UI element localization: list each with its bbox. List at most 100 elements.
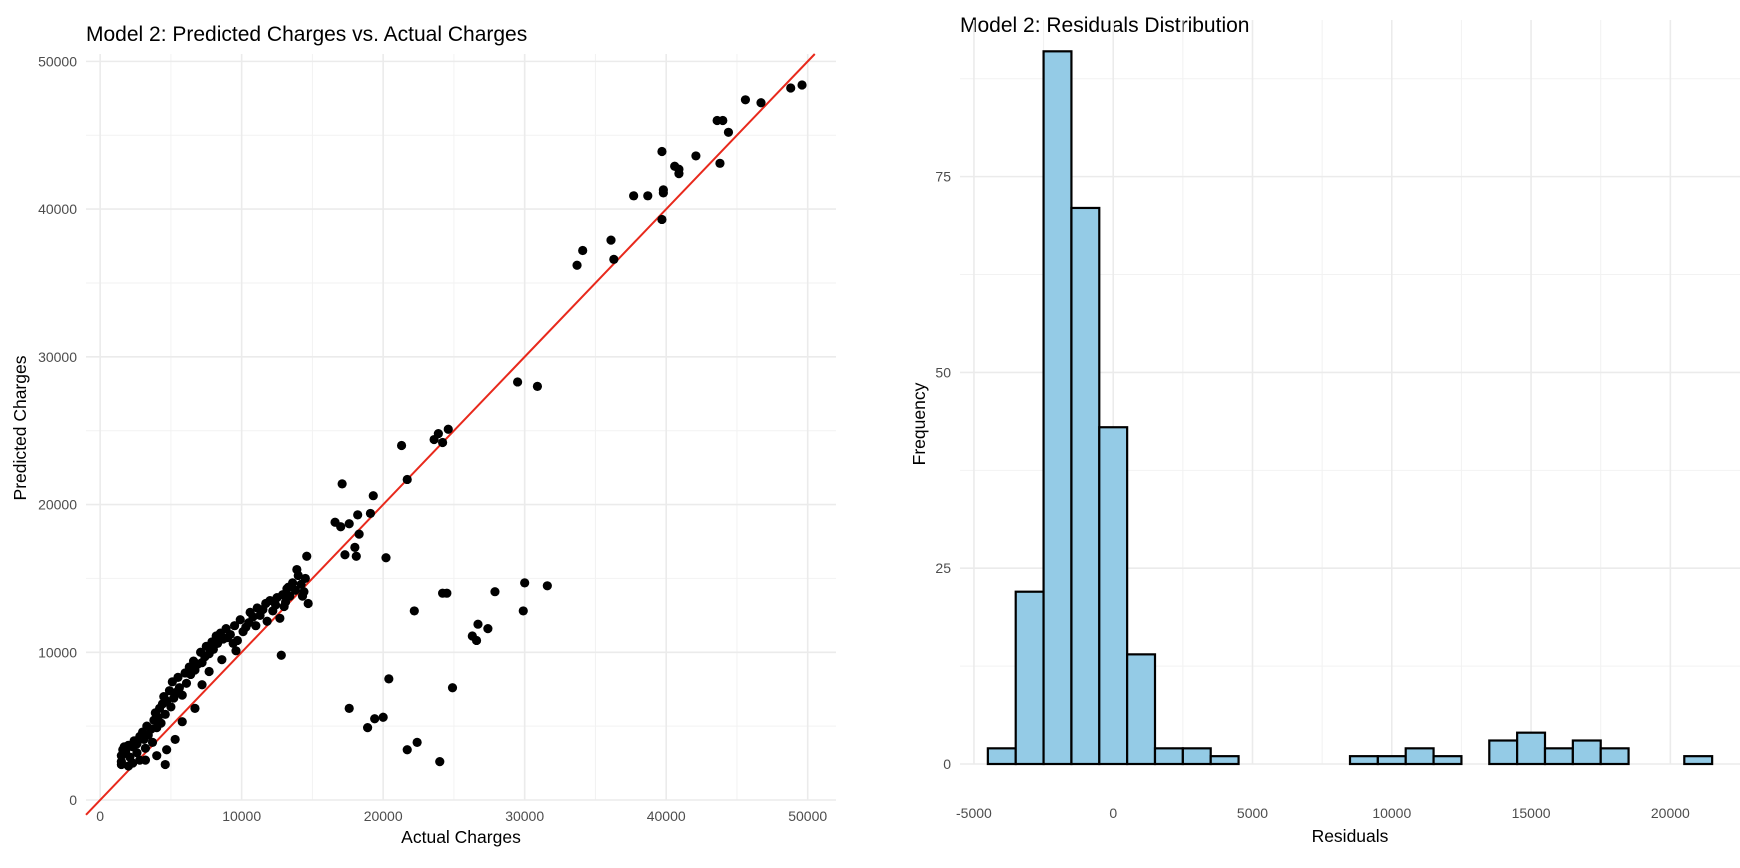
scatter-y-tick-label: 0: [69, 792, 77, 808]
scatter-point: [204, 666, 214, 677]
scatter-point: [162, 745, 172, 755]
scatter-point: [156, 718, 166, 728]
scatter-point: [303, 598, 313, 609]
histogram-bar: [1153, 747, 1184, 766]
scatter-point: [402, 745, 412, 755]
histogram-bar: [1181, 747, 1212, 766]
scatter-point: [363, 723, 373, 733]
scatter-point: [132, 748, 142, 758]
scatter-point: [658, 185, 668, 195]
scatter-point: [447, 683, 458, 693]
scatter-x-tick-label: 10000: [222, 808, 261, 824]
histogram-bar: [1348, 755, 1379, 766]
scatter-point: [532, 381, 543, 391]
histogram-x-tick-label: 0: [1109, 805, 1117, 821]
scatter-point: [190, 703, 200, 714]
scatter-point: [235, 615, 245, 625]
histogram-x-axis-title: Residuals: [1312, 826, 1389, 846]
scatter-y-tick-label: 30000: [38, 349, 77, 365]
histogram-bar: [1404, 747, 1435, 766]
scatter-point: [715, 158, 725, 168]
scatter-point: [128, 758, 138, 768]
histogram-bar: [1683, 755, 1714, 766]
scatter-point: [657, 146, 667, 157]
scatter-point: [197, 680, 207, 690]
scatter-point: [368, 491, 378, 501]
scatter-point: [173, 672, 183, 682]
scatter-point: [248, 612, 258, 622]
scatter-point: [786, 83, 796, 93]
scatter-x-tick-label: 30000: [505, 808, 544, 824]
scatter-reference-line: [85, 53, 816, 816]
scatter-point: [396, 440, 407, 451]
histogram-bar: [1571, 739, 1602, 766]
scatter-point: [279, 601, 289, 612]
scatter-point: [229, 621, 240, 631]
histogram-panel: Model 2: Residuals Distribution -5000 0 50…: [909, 14, 1740, 846]
scatter-point: [262, 616, 272, 626]
scatter-point: [572, 260, 582, 270]
histogram-x-tick-label: 10000: [1372, 805, 1411, 821]
scatter-point: [300, 573, 310, 584]
histogram-bar: [1488, 739, 1519, 766]
scatter-point: [177, 717, 187, 727]
scatter-y-axis-title: Predicted Charges: [10, 355, 30, 500]
scatter-point: [609, 254, 619, 264]
scatter-point: [518, 606, 528, 616]
histogram-x-tick-label: 20000: [1651, 805, 1690, 821]
scatter-point: [442, 588, 452, 598]
scatter-point: [409, 606, 419, 616]
histogram-bar: [1098, 426, 1129, 766]
scatter-point: [181, 678, 192, 688]
scatter-point: [232, 635, 243, 646]
scatter-panel: Model 2: Predicted Charges vs. Actual Ch…: [10, 23, 836, 847]
histogram-y-tick-label: 75: [935, 169, 951, 185]
scatter-y-tick-label: 40000: [38, 201, 77, 217]
scatter-y-tick-labels: 0 10000 20000 30000 40000 50000: [38, 53, 77, 808]
scatter-point: [578, 245, 588, 256]
scatter-point: [443, 424, 453, 434]
scatter-point: [381, 553, 391, 563]
scatter-point: [353, 510, 363, 520]
histogram-bar: [1376, 755, 1407, 766]
scatter-point: [797, 80, 807, 90]
scatter-point: [513, 377, 523, 387]
scatter-point: [140, 755, 151, 765]
scatter-x-tick-label: 50000: [788, 808, 827, 824]
scatter-reference-line-group: [85, 53, 816, 816]
scatter-point: [723, 127, 734, 137]
scatter-y-tick-label: 10000: [38, 644, 77, 660]
scatter-point: [402, 474, 412, 485]
scatter-point: [275, 613, 285, 623]
scatter-points: [116, 80, 807, 771]
scatter-point: [350, 542, 360, 552]
histogram-x-tick-labels: -5000 0 5000 10000 15000 20000: [956, 805, 1690, 821]
scatter-point: [674, 169, 684, 179]
scatter-point: [370, 714, 380, 724]
scatter-point: [756, 98, 766, 108]
scatter-point: [657, 214, 667, 225]
scatter-point: [542, 581, 552, 591]
scatter-point: [473, 619, 483, 629]
scatter-point: [384, 674, 394, 684]
scatter-point: [412, 737, 422, 747]
scatter-point: [290, 585, 301, 595]
histogram-y-tick-labels: 0 25 50 75: [935, 169, 951, 772]
scatter-point: [160, 709, 170, 719]
scatter-point: [225, 629, 235, 640]
scatter-point: [160, 759, 170, 770]
scatter-point: [344, 703, 354, 714]
histogram-bar: [1516, 731, 1547, 766]
histogram-bars: [986, 50, 1714, 766]
histogram-bar: [1070, 206, 1101, 766]
scatter-point: [271, 600, 281, 610]
scatter-point: [116, 759, 126, 770]
scatter-point: [344, 519, 354, 529]
scatter-point: [147, 737, 158, 747]
scatter-point: [365, 508, 376, 519]
histogram-x-tick-label: 15000: [1512, 805, 1551, 821]
scatter-point: [354, 529, 364, 539]
scatter-point: [174, 683, 184, 693]
scatter-point: [718, 115, 728, 126]
